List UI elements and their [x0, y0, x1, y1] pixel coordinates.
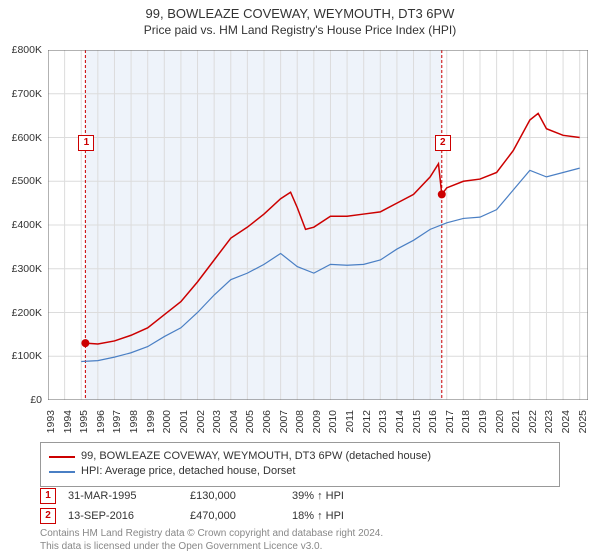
footer-line1: Contains HM Land Registry data © Crown c…	[40, 528, 560, 541]
marker-row-1: 1 31-MAR-1995 £130,000 39% ↑ HPI	[40, 486, 560, 506]
x-tick-label: 2023	[543, 410, 555, 433]
legend-label-property: 99, BOWLEAZE COVEWAY, WEYMOUTH, DT3 6PW …	[81, 449, 431, 464]
y-tick-label: £800K	[12, 44, 42, 56]
x-tick-label: 1993	[45, 410, 57, 433]
x-tick-label: 1997	[111, 410, 123, 433]
x-tick-label: 2019	[477, 410, 489, 433]
x-tick-label: 2012	[361, 410, 373, 433]
x-tick-label: 2014	[394, 410, 406, 433]
x-tick-label: 1995	[78, 410, 90, 433]
chart-container: 99, BOWLEAZE COVEWAY, WEYMOUTH, DT3 6PW …	[0, 0, 600, 560]
x-tick-label: 2001	[178, 410, 190, 433]
x-tick-label: 2020	[494, 410, 506, 433]
x-tick-label: 2009	[311, 410, 323, 433]
y-tick-label: £200K	[12, 307, 42, 319]
x-tick-label: 2007	[278, 410, 290, 433]
x-tick-label: 2013	[377, 410, 389, 433]
y-axis-labels: £0£100K£200K£300K£400K£500K£600K£700K£80…	[0, 50, 44, 400]
x-tick-label: 2018	[460, 410, 472, 433]
x-tick-label: 2017	[444, 410, 456, 433]
x-tick-label: 1998	[128, 410, 140, 433]
x-tick-label: 2000	[161, 410, 173, 433]
chart-marker-2: 2	[435, 135, 451, 151]
x-axis-labels: 1993 1994 1995 1996 1997 1998 1999 2000 2001 2002…	[48, 402, 588, 442]
chart-marker-1: 1	[78, 135, 94, 151]
marker-date: 13-SEP-2016	[68, 510, 178, 522]
marker-diff: 18% ↑ HPI	[292, 510, 392, 522]
marker-row-2: 2 13-SEP-2016 £470,000 18% ↑ HPI	[40, 506, 560, 526]
x-tick-label: 2025	[577, 410, 589, 433]
x-tick-label: 2006	[261, 410, 273, 433]
x-tick-label: 2005	[244, 410, 256, 433]
marker-date: 31-MAR-1995	[68, 490, 178, 502]
x-tick-label: 2021	[510, 410, 522, 433]
x-tick-label: 2008	[294, 410, 306, 433]
legend-label-hpi: HPI: Average price, detached house, Dors…	[81, 464, 295, 479]
x-tick-label: 2015	[411, 410, 423, 433]
y-tick-label: £100K	[12, 350, 42, 362]
legend-row-property: 99, BOWLEAZE COVEWAY, WEYMOUTH, DT3 6PW …	[49, 449, 551, 464]
legend-row-hpi: HPI: Average price, detached house, Dors…	[49, 464, 551, 479]
legend-swatch-property	[49, 456, 75, 458]
x-tick-label: 2002	[195, 410, 207, 433]
marker-diff: 39% ↑ HPI	[292, 490, 392, 502]
marker-badge: 2	[40, 508, 56, 524]
marker-badge: 1	[40, 488, 56, 504]
x-tick-label: 1999	[145, 410, 157, 433]
y-tick-label: £500K	[12, 175, 42, 187]
chart-subtitle: Price paid vs. HM Land Registry's House …	[0, 23, 600, 41]
x-tick-label: 2011	[344, 410, 356, 433]
x-tick-label: 2016	[427, 410, 439, 433]
y-tick-label: £600K	[12, 132, 42, 144]
x-tick-label: 2022	[527, 410, 539, 433]
chart-title: 99, BOWLEAZE COVEWAY, WEYMOUTH, DT3 6PW	[0, 0, 600, 23]
x-tick-label: 2004	[228, 410, 240, 433]
y-tick-label: £400K	[12, 219, 42, 231]
y-tick-label: £300K	[12, 263, 42, 275]
x-tick-label: 1996	[95, 410, 107, 433]
chart-plot-area: 12	[48, 50, 588, 400]
footer-line2: This data is licensed under the Open Gov…	[40, 541, 560, 554]
x-tick-label: 2024	[560, 410, 572, 433]
chart-svg	[48, 50, 588, 400]
footer-attribution: Contains HM Land Registry data © Crown c…	[40, 528, 560, 553]
marker-price: £470,000	[190, 510, 280, 522]
x-tick-label: 2010	[327, 410, 339, 433]
markers-table: 1 31-MAR-1995 £130,000 39% ↑ HPI 2 13-SEP-201…	[40, 486, 560, 526]
legend-swatch-hpi	[49, 471, 75, 473]
y-tick-label: £0	[30, 394, 42, 406]
x-tick-label: 1994	[62, 410, 74, 433]
legend-box: 99, BOWLEAZE COVEWAY, WEYMOUTH, DT3 6PW …	[40, 442, 560, 487]
x-tick-label: 2003	[211, 410, 223, 433]
marker-price: £130,000	[190, 490, 280, 502]
y-tick-label: £700K	[12, 88, 42, 100]
